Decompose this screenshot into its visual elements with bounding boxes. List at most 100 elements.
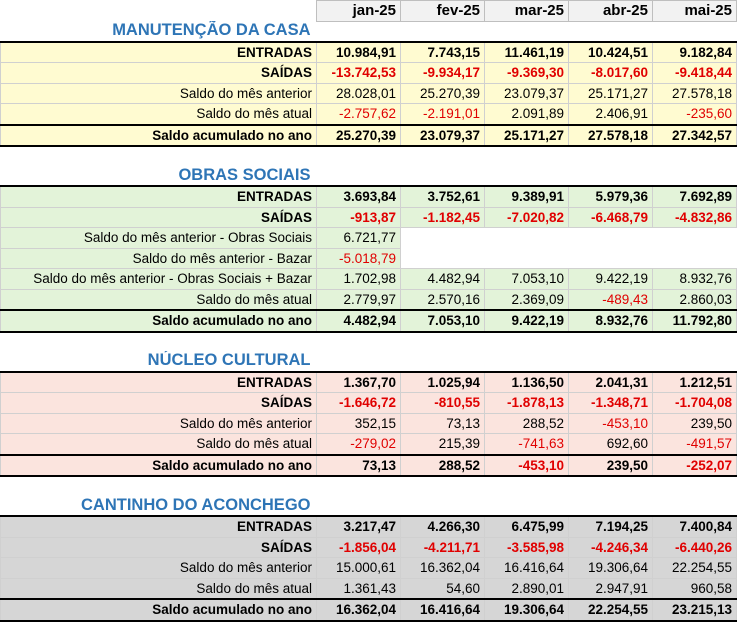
value-cell[interactable]: 2.406,91 <box>568 103 653 125</box>
value-cell[interactable]: 7.194,25 <box>568 515 653 538</box>
value-cell[interactable]: -9.369,30 <box>484 62 569 84</box>
row-label[interactable]: Saldo acumulado no ano <box>0 453 317 477</box>
value-cell[interactable]: 7.053,10 <box>484 268 569 290</box>
value-cell[interactable]: 7.400,84 <box>652 515 737 538</box>
row-label[interactable]: Saldo do mês atual <box>0 577 317 600</box>
value-cell[interactable]: 1.025,94 <box>400 370 485 393</box>
value-cell[interactable]: -5.018,79 <box>316 247 401 269</box>
value-cell[interactable]: 1.136,50 <box>484 370 569 393</box>
value-cell[interactable]: 5.979,36 <box>568 185 653 208</box>
month-header[interactable]: abr-25 <box>568 0 653 22</box>
row-label[interactable]: ENTRADAS <box>0 515 317 538</box>
value-cell[interactable]: 25.171,27 <box>484 123 569 147</box>
value-cell[interactable]: -741,63 <box>484 433 569 455</box>
value-cell[interactable]: -491,57 <box>652 433 737 455</box>
value-cell[interactable]: -4.211,71 <box>400 536 485 558</box>
value-cell[interactable]: -2.191,01 <box>400 103 485 125</box>
empty-cell[interactable] <box>568 227 653 248</box>
value-cell[interactable]: -1.348,71 <box>568 392 653 414</box>
row-label[interactable]: Saldo do mês anterior - Bazar <box>0 247 317 269</box>
value-cell[interactable]: -3.585,98 <box>484 536 569 558</box>
value-cell[interactable]: 2.947,91 <box>568 577 653 600</box>
month-header[interactable]: mai-25 <box>652 0 737 22</box>
value-cell[interactable]: 15.000,61 <box>316 557 401 579</box>
value-cell[interactable]: -1.646,72 <box>316 392 401 414</box>
value-cell[interactable]: 288,52 <box>484 412 569 434</box>
value-cell[interactable]: 16.416,64 <box>484 557 569 579</box>
value-cell[interactable]: 2.570,16 <box>400 288 485 311</box>
value-cell[interactable]: 3.217,47 <box>316 515 401 538</box>
row-label[interactable]: ENTRADAS <box>0 40 317 63</box>
value-cell[interactable]: -6.440,26 <box>652 536 737 558</box>
row-label[interactable]: Saldo do mês atual <box>0 433 317 455</box>
value-cell[interactable]: -252,07 <box>652 453 737 477</box>
empty-cell[interactable] <box>652 227 737 248</box>
value-cell[interactable]: 9.422,19 <box>484 309 569 333</box>
value-cell[interactable]: 23.215,13 <box>652 598 737 622</box>
value-cell[interactable]: -913,87 <box>316 206 401 228</box>
empty-cell[interactable] <box>400 248 485 269</box>
empty-cell[interactable] <box>568 248 653 269</box>
row-label[interactable]: SAÍDAS <box>0 206 317 228</box>
value-cell[interactable]: 10.424,51 <box>568 40 653 63</box>
value-cell[interactable]: 9.389,91 <box>484 185 569 208</box>
section-title[interactable]: CANTINHO DO ACONCHEGO <box>81 495 311 514</box>
value-cell[interactable]: 11.461,19 <box>484 40 569 63</box>
value-cell[interactable]: -1.856,04 <box>316 536 401 558</box>
value-cell[interactable]: -1.878,13 <box>484 392 569 414</box>
value-cell[interactable]: 2.091,89 <box>484 103 569 125</box>
value-cell[interactable]: 215,39 <box>400 433 485 455</box>
value-cell[interactable]: 9.182,84 <box>652 40 737 63</box>
row-label[interactable]: SAÍDAS <box>0 536 317 558</box>
value-cell[interactable]: 19.306,64 <box>484 598 569 622</box>
value-cell[interactable]: -4.246,34 <box>568 536 653 558</box>
value-cell[interactable]: 1.361,43 <box>316 577 401 600</box>
row-label[interactable]: Saldo acumulado no ano <box>0 309 317 333</box>
value-cell[interactable]: 73,13 <box>316 453 401 477</box>
value-cell[interactable]: 2.890,01 <box>484 577 569 600</box>
row-label[interactable]: Saldo do mês anterior - Obras Sociais <box>0 227 317 249</box>
value-cell[interactable]: 239,50 <box>568 453 653 477</box>
value-cell[interactable]: -13.742,53 <box>316 62 401 84</box>
value-cell[interactable]: -489,43 <box>568 288 653 311</box>
row-label[interactable]: Saldo do mês atual <box>0 288 317 311</box>
value-cell[interactable]: 11.792,80 <box>652 309 737 333</box>
value-cell[interactable]: 7.053,10 <box>400 309 485 333</box>
value-cell[interactable]: 54,60 <box>400 577 485 600</box>
value-cell[interactable]: -7.020,82 <box>484 206 569 228</box>
value-cell[interactable]: 960,58 <box>652 577 737 600</box>
value-cell[interactable]: 1.212,51 <box>652 370 737 393</box>
value-cell[interactable]: 239,50 <box>652 412 737 434</box>
value-cell[interactable]: 9.422,19 <box>568 268 653 290</box>
value-cell[interactable]: -1.704,08 <box>652 392 737 414</box>
value-cell[interactable]: 16.362,04 <box>400 557 485 579</box>
value-cell[interactable]: 27.342,57 <box>652 123 737 147</box>
row-label[interactable]: Saldo acumulado no ano <box>0 598 317 622</box>
value-cell[interactable]: 3.693,84 <box>316 185 401 208</box>
value-cell[interactable]: 22.254,55 <box>568 598 653 622</box>
value-cell[interactable]: 23.079,37 <box>484 82 569 104</box>
value-cell[interactable]: 3.752,61 <box>400 185 485 208</box>
value-cell[interactable]: 19.306,64 <box>568 557 653 579</box>
value-cell[interactable]: -810,55 <box>400 392 485 414</box>
value-cell[interactable]: 25.171,27 <box>568 82 653 104</box>
value-cell[interactable]: 4.266,30 <box>400 515 485 538</box>
month-header[interactable]: mar-25 <box>484 0 569 22</box>
value-cell[interactable]: 27.578,18 <box>568 123 653 147</box>
value-cell[interactable]: 7.743,15 <box>400 40 485 63</box>
value-cell[interactable]: 25.270,39 <box>400 82 485 104</box>
value-cell[interactable]: 2.779,97 <box>316 288 401 311</box>
value-cell[interactable]: 16.362,04 <box>316 598 401 622</box>
value-cell[interactable]: 23.079,37 <box>400 123 485 147</box>
value-cell[interactable]: 4.482,94 <box>316 309 401 333</box>
month-header[interactable]: fev-25 <box>400 0 485 22</box>
row-label[interactable]: ENTRADAS <box>0 370 317 393</box>
value-cell[interactable]: 27.578,18 <box>652 82 737 104</box>
value-cell[interactable]: 16.416,64 <box>400 598 485 622</box>
value-cell[interactable]: 28.028,01 <box>316 82 401 104</box>
row-label[interactable]: Saldo do mês anterior <box>0 82 317 104</box>
row-label[interactable]: Saldo do mês atual <box>0 103 317 125</box>
row-label[interactable]: SAÍDAS <box>0 62 317 84</box>
value-cell[interactable]: -1.182,45 <box>400 206 485 228</box>
empty-cell[interactable] <box>652 248 737 269</box>
